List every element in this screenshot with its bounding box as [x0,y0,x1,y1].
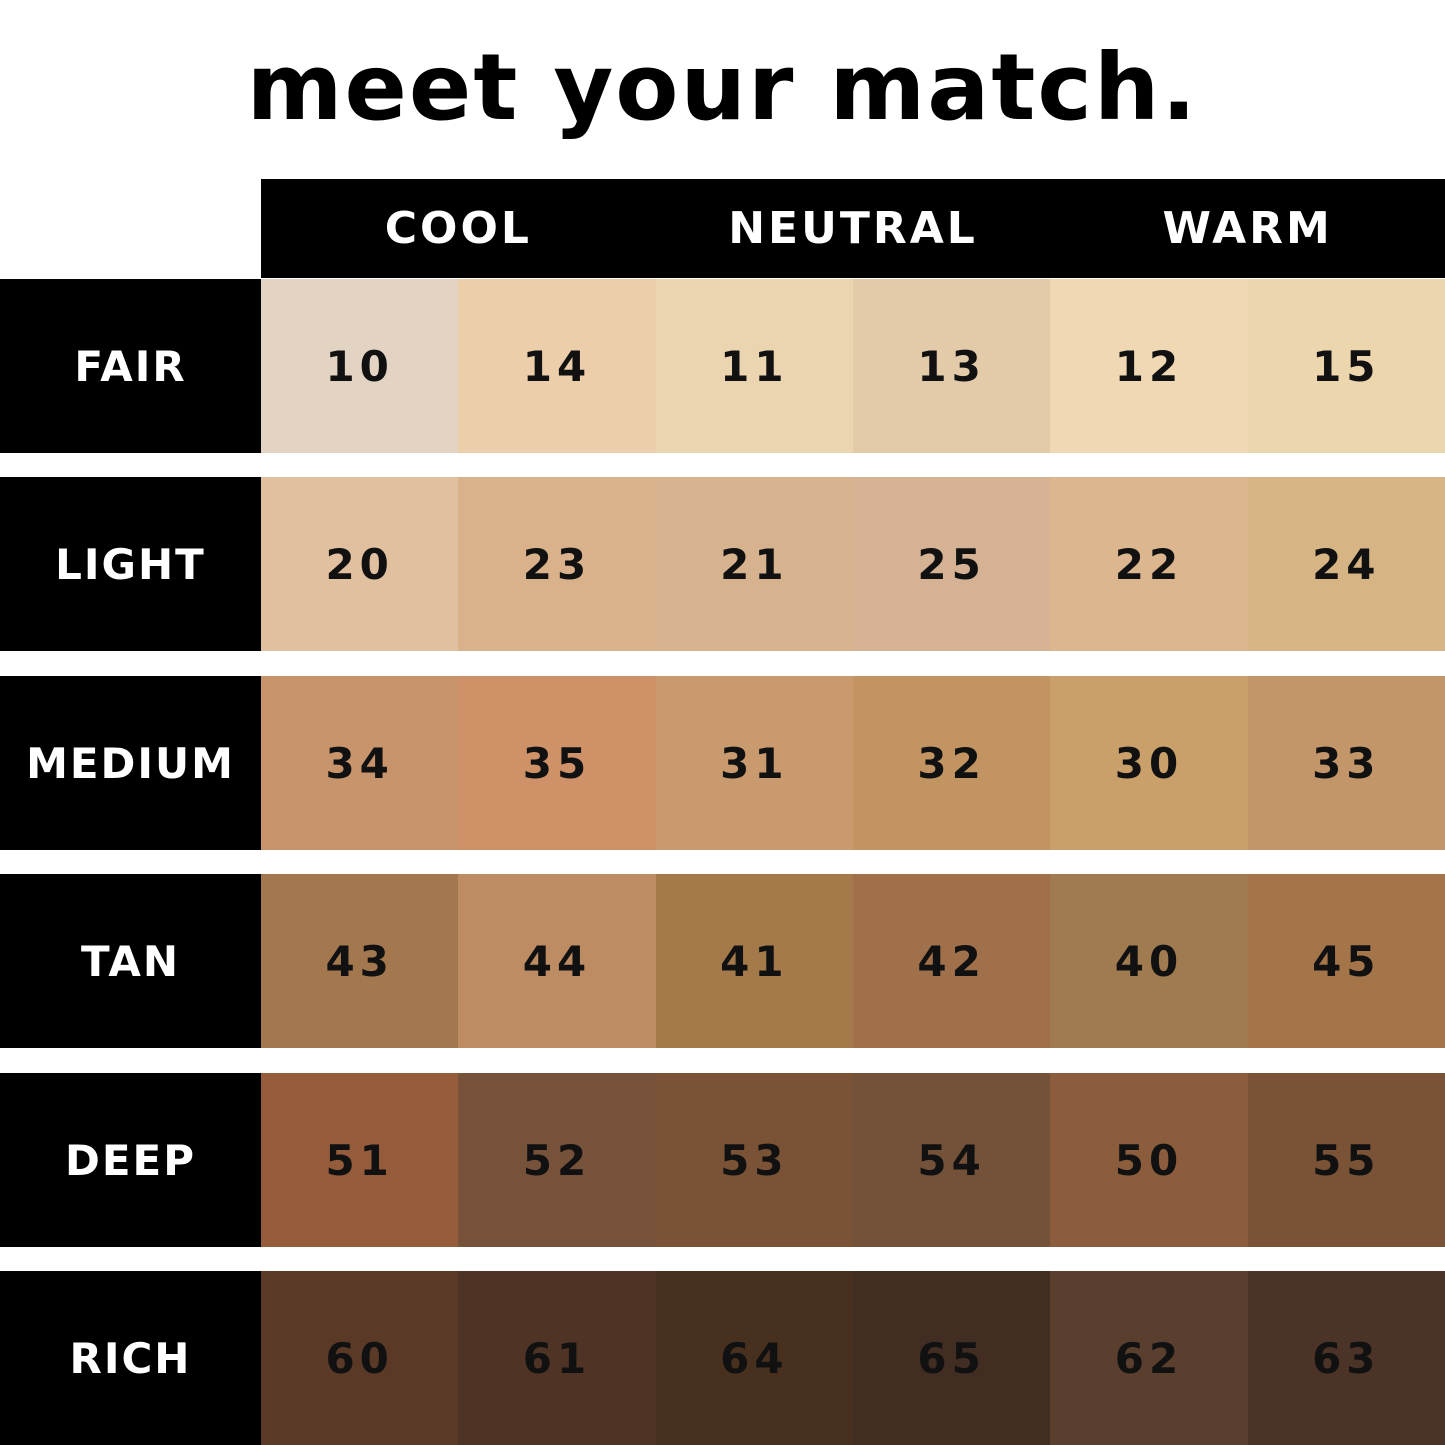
undertone-header: COOL NEUTRAL WARM [261,179,1445,278]
row-label: FAIR [0,279,261,453]
shade-swatch: 61 [458,1271,656,1445]
shade-swatch: 32 [852,676,1051,850]
shade-swatch: 24 [1247,477,1445,651]
shade-swatch: 43 [261,874,459,1048]
shade-swatch: 55 [1247,1073,1445,1247]
row-label: DEEP [0,1073,261,1247]
shade-swatch: 64 [655,1271,853,1445]
column-header-neutral: NEUTRAL [728,203,978,254]
shade-swatch: 40 [1050,874,1248,1048]
shade-row-tan: TAN 43 44 41 42 40 45 [0,874,1445,1048]
shade-swatch: 42 [852,874,1051,1048]
shade-swatch: 20 [261,477,459,651]
shade-swatch: 34 [261,676,459,850]
shade-swatch: 45 [1247,874,1445,1048]
shade-row-fair: FAIR 10 14 11 13 12 15 [0,279,1445,453]
shade-swatch: 63 [1247,1271,1445,1445]
shade-swatch: 22 [1050,477,1248,651]
shade-swatch: 15 [1247,279,1445,453]
shade-swatch: 53 [655,1073,853,1247]
shade-swatch: 30 [1050,676,1248,850]
shade-swatch: 13 [852,279,1051,453]
shade-swatch: 31 [655,676,853,850]
column-header-warm: WARM [1162,203,1333,254]
shade-swatch: 51 [261,1073,459,1247]
shade-row-rich: RICH 60 61 64 65 62 63 [0,1271,1445,1445]
row-label: RICH [0,1271,261,1445]
shade-swatch: 25 [852,477,1051,651]
shade-swatch: 10 [261,279,459,453]
shade-swatch: 33 [1247,676,1445,850]
shade-swatch: 41 [655,874,853,1048]
column-header-cool: COOL [384,203,532,254]
shade-swatch: 14 [458,279,656,453]
shade-swatch: 52 [458,1073,656,1247]
page-title: meet your match. [246,34,1199,141]
shade-row-light: LIGHT 20 23 21 25 22 24 [0,477,1445,651]
shade-swatch: 44 [458,874,656,1048]
shade-swatch: 12 [1050,279,1248,453]
shade-swatch: 65 [852,1271,1051,1445]
shade-swatch: 23 [458,477,656,651]
shade-swatch: 54 [852,1073,1051,1247]
shade-swatch: 21 [655,477,853,651]
row-label: TAN [0,874,261,1048]
shade-swatch: 62 [1050,1271,1248,1445]
shade-swatch: 11 [655,279,853,453]
shade-swatch: 35 [458,676,656,850]
shade-swatch: 50 [1050,1073,1248,1247]
row-label: LIGHT [0,477,261,651]
row-label: MEDIUM [0,676,261,850]
shade-row-deep: DEEP 51 52 53 54 50 55 [0,1073,1445,1247]
shade-swatch: 60 [261,1271,459,1445]
shade-row-medium: MEDIUM 34 35 31 32 30 33 [0,676,1445,850]
